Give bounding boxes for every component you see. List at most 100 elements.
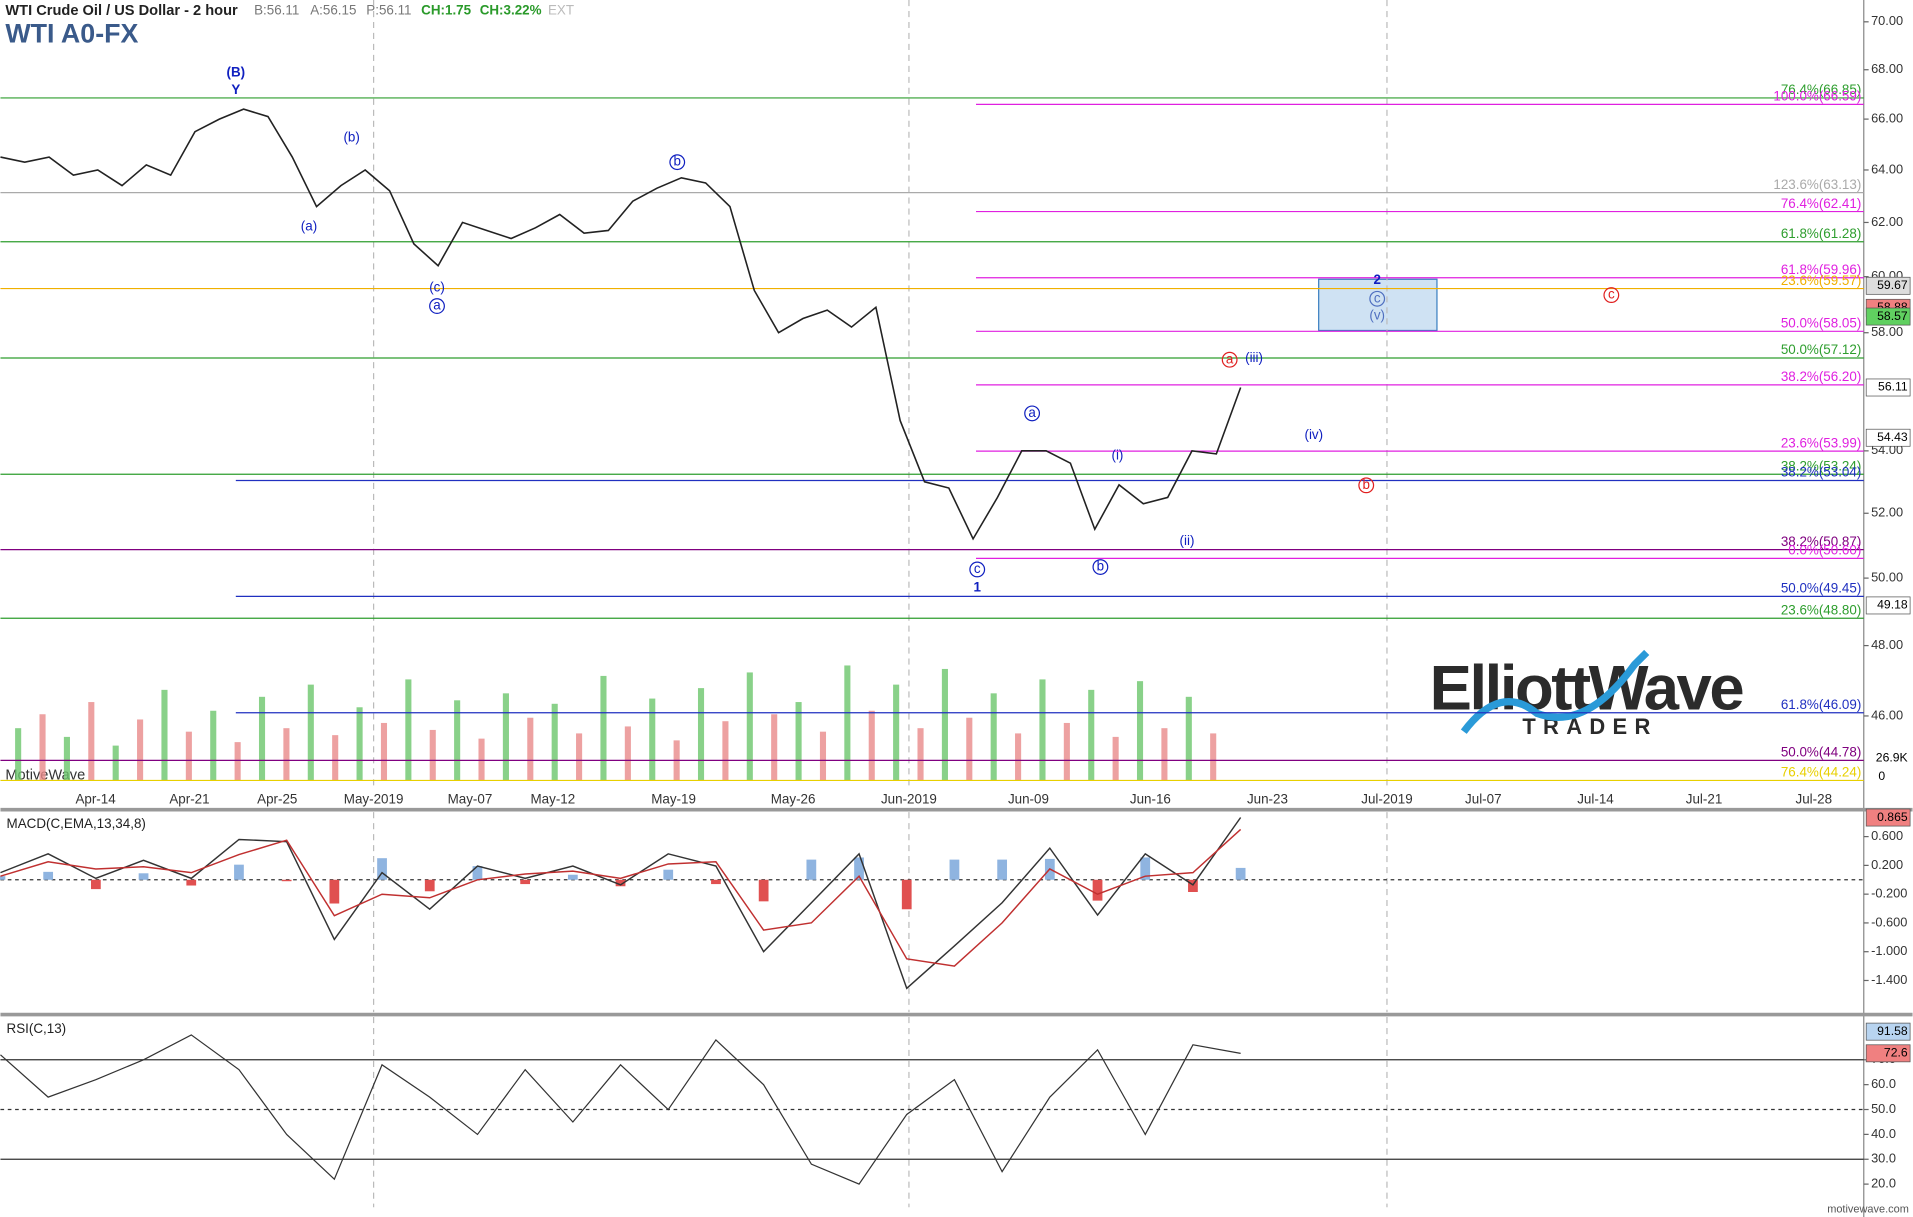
histogram-bar	[615, 879, 626, 887]
fib-label: 38.2%(50.87)	[1781, 534, 1861, 549]
volume-bar	[307, 684, 314, 781]
y-tick-label: -0.200	[1871, 886, 1907, 901]
price-marker-label: 58.57	[1877, 309, 1908, 323]
histogram-bar	[1092, 879, 1103, 901]
fib-label: 23.6%(53.99)	[1781, 435, 1861, 450]
wave-label: (ii)	[1180, 533, 1195, 548]
price-marker-label: 59.67	[1877, 278, 1908, 292]
volume-bar	[356, 707, 363, 781]
volume-bar	[210, 710, 217, 781]
volume-bar	[649, 698, 656, 781]
volume-bar	[844, 665, 851, 781]
volume-bar	[868, 710, 875, 781]
wave-label: a	[1028, 405, 1036, 420]
wave-circle	[429, 298, 445, 315]
subtitle: WTI Crude Oil / US Dollar - 2 hour	[5, 3, 238, 19]
volume-bar	[1015, 733, 1022, 781]
wave-label: (iv)	[1304, 427, 1323, 442]
volume-bar	[478, 738, 485, 781]
volume-bar	[600, 675, 607, 781]
wave-label: (b)	[343, 129, 359, 144]
volume-bar	[1210, 733, 1217, 781]
y-tick-label: 60.0	[1871, 1076, 1896, 1091]
wave-label: a	[1226, 351, 1234, 366]
histogram-bar	[329, 879, 340, 904]
x-tick-label: Jul-14	[1577, 791, 1614, 806]
macd-marker-label: 0.865	[1877, 810, 1908, 824]
x-tick-label: May-07	[448, 791, 493, 806]
wave-label: c	[1608, 287, 1615, 302]
title: WTI A0-FX	[5, 18, 138, 48]
volume-bar	[15, 728, 22, 781]
fib-label: 50.0%(49.45)	[1781, 581, 1861, 596]
histogram-bar	[1140, 857, 1151, 880]
fib-label: 76.4%(66.85)	[1781, 82, 1861, 97]
histogram-bar	[997, 859, 1008, 880]
fib-label: 38.2%(56.20)	[1781, 369, 1861, 384]
volume-bar	[1161, 728, 1168, 781]
price-marker-label: 56.11	[1878, 380, 1908, 394]
volume-bar	[234, 742, 241, 781]
volume-bar	[161, 689, 168, 781]
volume-bar	[88, 702, 95, 781]
wave-circle	[1369, 290, 1386, 307]
fib-label: 76.4%(62.41)	[1781, 196, 1861, 211]
price-marker	[1865, 428, 1911, 447]
wave-label: c	[1374, 290, 1381, 305]
volume-bar	[502, 693, 509, 781]
histogram-bar	[949, 859, 960, 880]
y-tick-label: 0.600	[1871, 828, 1903, 843]
volume-bar	[1088, 689, 1095, 781]
volume-bar	[1185, 696, 1192, 781]
histogram-bar	[138, 873, 149, 880]
rsi-marker	[1865, 1044, 1911, 1063]
volume-bar	[283, 728, 290, 781]
histogram-bar	[567, 874, 578, 880]
fib-label: 38.2%(53.04)	[1781, 465, 1861, 480]
volume-bar	[551, 703, 558, 781]
y-tick-label: -0.600	[1871, 914, 1907, 929]
wave-label: c	[974, 561, 981, 576]
wave-circle	[669, 154, 686, 171]
volume-bar	[893, 684, 900, 781]
y-tick-label: 30.0	[1871, 1151, 1896, 1166]
histogram-bar	[711, 879, 721, 885]
x-tick-label: May-19	[651, 791, 696, 806]
wave-circle	[1024, 405, 1041, 422]
target-box	[1318, 278, 1438, 332]
y-tick-label: 70.00	[1871, 13, 1903, 28]
wave-label: b	[1097, 559, 1104, 574]
x-tick-label: Jun-2019	[881, 791, 937, 806]
volume-bar	[39, 714, 46, 781]
x-tick-label: May-2019	[344, 791, 404, 806]
panel-title: MACD(C,EMA,13,34,8)	[7, 816, 146, 831]
x-tick-label: Jul-2019	[1361, 791, 1412, 806]
wave-label: Y	[231, 82, 240, 97]
y-tick-label: 40.0	[1871, 1126, 1896, 1141]
y-tick-label: 66.00	[1871, 110, 1903, 125]
x-tick-label: Jun-16	[1130, 791, 1171, 806]
volume-bar	[746, 672, 753, 781]
logo-swoosh	[1460, 649, 1650, 734]
histogram-bar	[281, 879, 292, 882]
fib-label: 61.8%(61.28)	[1781, 226, 1861, 241]
fib-label: 50.0%(44.78)	[1781, 745, 1861, 760]
fib-label: 50.0%(57.12)	[1781, 342, 1861, 357]
fib-label: 0.0%(50.60)	[1788, 543, 1861, 558]
volume-label: 0	[1878, 769, 1885, 783]
rsi-marker-label: 91.58	[1877, 1024, 1908, 1038]
volume-bar	[185, 731, 192, 781]
histogram-bar	[1188, 879, 1198, 892]
histogram-bar	[472, 866, 483, 880]
wave-label: a	[433, 298, 441, 313]
fib-label: 123.6%(63.13)	[1773, 177, 1861, 192]
x-tick-label: Apr-21	[169, 791, 209, 806]
volume-bar	[990, 693, 997, 781]
histogram-bar	[234, 864, 244, 880]
fib-label: 76.4%(44.24)	[1781, 765, 1861, 780]
volume-bar	[258, 696, 266, 781]
wave-label: (c)	[429, 279, 445, 294]
wave-label: b	[674, 154, 681, 169]
